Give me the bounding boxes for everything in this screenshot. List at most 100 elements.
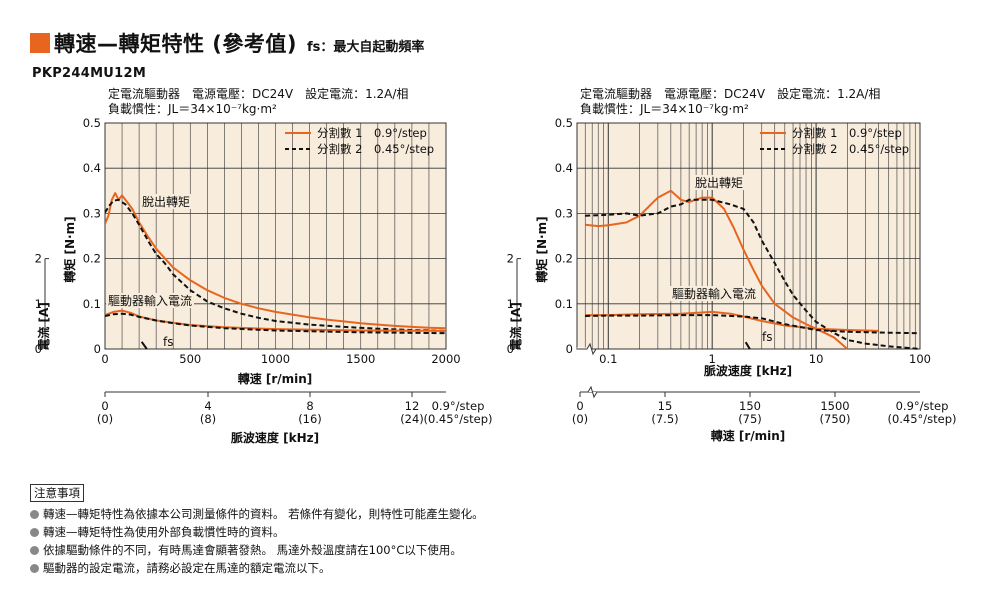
secondary-tick-label: 4 (204, 399, 211, 413)
secondary-tick-label: (16) (298, 412, 322, 426)
y-tick-label: 0.4 (555, 161, 573, 175)
series-line-2 (585, 310, 879, 332)
annotation-bg (670, 286, 758, 301)
y-tick-label: 0.5 (555, 116, 573, 130)
x-axis-label: 轉速 [r/min] (238, 371, 313, 386)
axis-break (580, 385, 598, 399)
model-number: PKP244MU12M (32, 66, 147, 81)
note-text: 轉速—轉矩特性為使用外部負載慣性時的資料。 (43, 525, 285, 539)
x-tick-label: 2000 (431, 352, 460, 366)
secondary-tick-label: 15 (658, 399, 673, 413)
secondary-tick-label: (8) (200, 412, 216, 426)
note-item: 轉速—轉矩特性為依據本公司測量條件的資料。 若條件有變化，則特性可能產生變化。 (30, 505, 484, 523)
y-tick-label: 0 (566, 342, 573, 356)
series-line-3 (585, 314, 920, 335)
torque-charts: 定電流驅動器 電源電壓：DC24V 設定電流：1.2A/相負載慣性：JL＝34×… (35, 86, 957, 445)
secondary-tick-label: 12 (405, 399, 420, 413)
x-tick-label: 100 (909, 352, 931, 366)
secondary-axis-label: 轉速 [r/min] (711, 428, 786, 443)
current-tick-label: 2 (507, 252, 514, 266)
secondary-unit-label: (0.45°/step) (423, 412, 492, 426)
note-text: 依據驅動條件的不同，有時馬達會顯著發熱。 馬達外殼溫度請在100°C以下使用。 (43, 543, 462, 557)
x-tick-label: 0 (101, 352, 108, 366)
secondary-tick-label: 8 (306, 399, 313, 413)
current-tick-label: 0 (507, 342, 514, 356)
page-header: 轉速—轉矩特性 (參考值) fs：最大自起動頻率 (30, 29, 424, 57)
legend-label: 分割數 2 0.45°/step (317, 142, 434, 156)
x-tick-label: 1 (709, 352, 716, 366)
x-tick-label: 0.1 (599, 352, 617, 366)
chart-condition: 定電流驅動器 電源電壓：DC24V 設定電流：1.2A/相 (108, 86, 408, 101)
x-axis-label: 脈波速度 [kHz] (704, 363, 792, 378)
annotation-bg (106, 293, 194, 308)
secondary-tick-label: (7.5) (651, 412, 678, 426)
bullet-icon (30, 509, 39, 519)
annotation-label: fs (762, 330, 772, 344)
series-line-1 (105, 198, 446, 332)
series-line-0 (585, 189, 849, 350)
legend-label: 分割數 1 0.9°/step (317, 126, 427, 140)
y-tick-label: 0.1 (83, 297, 101, 311)
note-item: 依據驅動條件的不同，有時馬達會顯著發熱。 馬達外殼溫度請在100°C以下使用。 (30, 541, 484, 559)
series-line-3 (105, 312, 446, 335)
secondary-tick-label: 0 (101, 399, 108, 413)
title-marker (30, 33, 50, 53)
secondary-tick-label: 0 (576, 399, 583, 413)
chart-condition: 負載慣性：JL＝34×10⁻⁷kg·m² (108, 101, 277, 116)
annotation-bg (693, 175, 745, 190)
notes-title: 注意事項 (30, 484, 84, 502)
series-line-0 (105, 192, 446, 330)
annotation-label: 脫出轉矩 (142, 194, 190, 209)
y-tick-label: 0.2 (83, 252, 101, 266)
series-line-1 (585, 198, 920, 350)
current-axis-label: 電流 [A] (36, 302, 51, 350)
x-tick-label: 1500 (346, 352, 375, 366)
y-tick-label: 0.2 (555, 252, 573, 266)
y-tick-label: 0 (94, 342, 101, 356)
note-text: 轉速—轉矩特性為依據本公司測量條件的資料。 若條件有變化，則特性可能產生變化。 (43, 507, 484, 521)
annotation-label: fs (163, 335, 173, 349)
y-tick-label: 0.4 (83, 161, 101, 175)
bullet-icon (30, 527, 39, 537)
current-tick-label: 1 (35, 297, 42, 311)
secondary-tick-label: (0) (97, 412, 113, 426)
annotation-bg (140, 194, 192, 209)
chart-condition: 定電流驅動器 電源電壓：DC24V 設定電流：1.2A/相 (580, 86, 880, 101)
y-tick-label: 0.3 (555, 206, 573, 220)
chart-condition: 負載慣性：JL＝34×10⁻⁷kg·m² (580, 101, 749, 116)
secondary-tick-label: (0) (572, 412, 588, 426)
secondary-tick-label: 150 (739, 399, 761, 413)
y-axis-label: 轉矩 [N·m] (534, 216, 549, 282)
y-tick-label: 0.5 (83, 116, 101, 130)
secondary-unit-label: (0.45°/step) (887, 412, 956, 426)
annotation-label: 驅動器輸入電流 (108, 293, 192, 308)
annotation-label: 驅動器輸入電流 (672, 286, 756, 301)
y-tick-label: 0.3 (83, 206, 101, 220)
secondary-tick-label: (75) (738, 412, 762, 426)
secondary-tick-label: (24) (400, 412, 424, 426)
page-title: 轉速—轉矩特性 (參考值) (54, 32, 298, 56)
notes-section: 注意事項 轉速—轉矩特性為依據本公司測量條件的資料。 若條件有變化，則特性可能產… (30, 484, 484, 577)
secondary-unit-label: 0.9°/step (432, 399, 485, 413)
secondary-axis-label: 脈波速度 [kHz] (231, 430, 319, 445)
x-tick-label: 500 (179, 352, 201, 366)
axis-break (577, 342, 597, 356)
annotation-label: 脫出轉矩 (695, 175, 743, 190)
note-item: 轉速—轉矩特性為使用外部負載慣性時的資料。 (30, 523, 484, 541)
current-tick-label: 0 (35, 342, 42, 356)
note-text: 驅動器的設定電流，請務必設定在馬達的額定電流以下。 (43, 561, 331, 575)
series-line-4 (140, 341, 148, 350)
bullet-icon (30, 545, 39, 555)
y-axis-label: 轉矩 [N·m] (62, 216, 77, 282)
fs-definition: fs：最大自起動頻率 (307, 39, 425, 55)
plot-area (576, 122, 921, 350)
current-tick-label: 2 (35, 252, 42, 266)
series-line-4 (744, 341, 751, 350)
bullet-icon (30, 563, 39, 573)
y-tick-label: 0.1 (555, 297, 573, 311)
legend-label: 分割數 1 0.9°/step (792, 126, 902, 140)
secondary-tick-label: 1500 (820, 399, 849, 413)
note-item: 驅動器的設定電流，請務必設定在馬達的額定電流以下。 (30, 559, 484, 577)
current-axis-label: 電流 [A] (508, 302, 523, 350)
legend-label: 分割數 2 0.45°/step (792, 142, 909, 156)
